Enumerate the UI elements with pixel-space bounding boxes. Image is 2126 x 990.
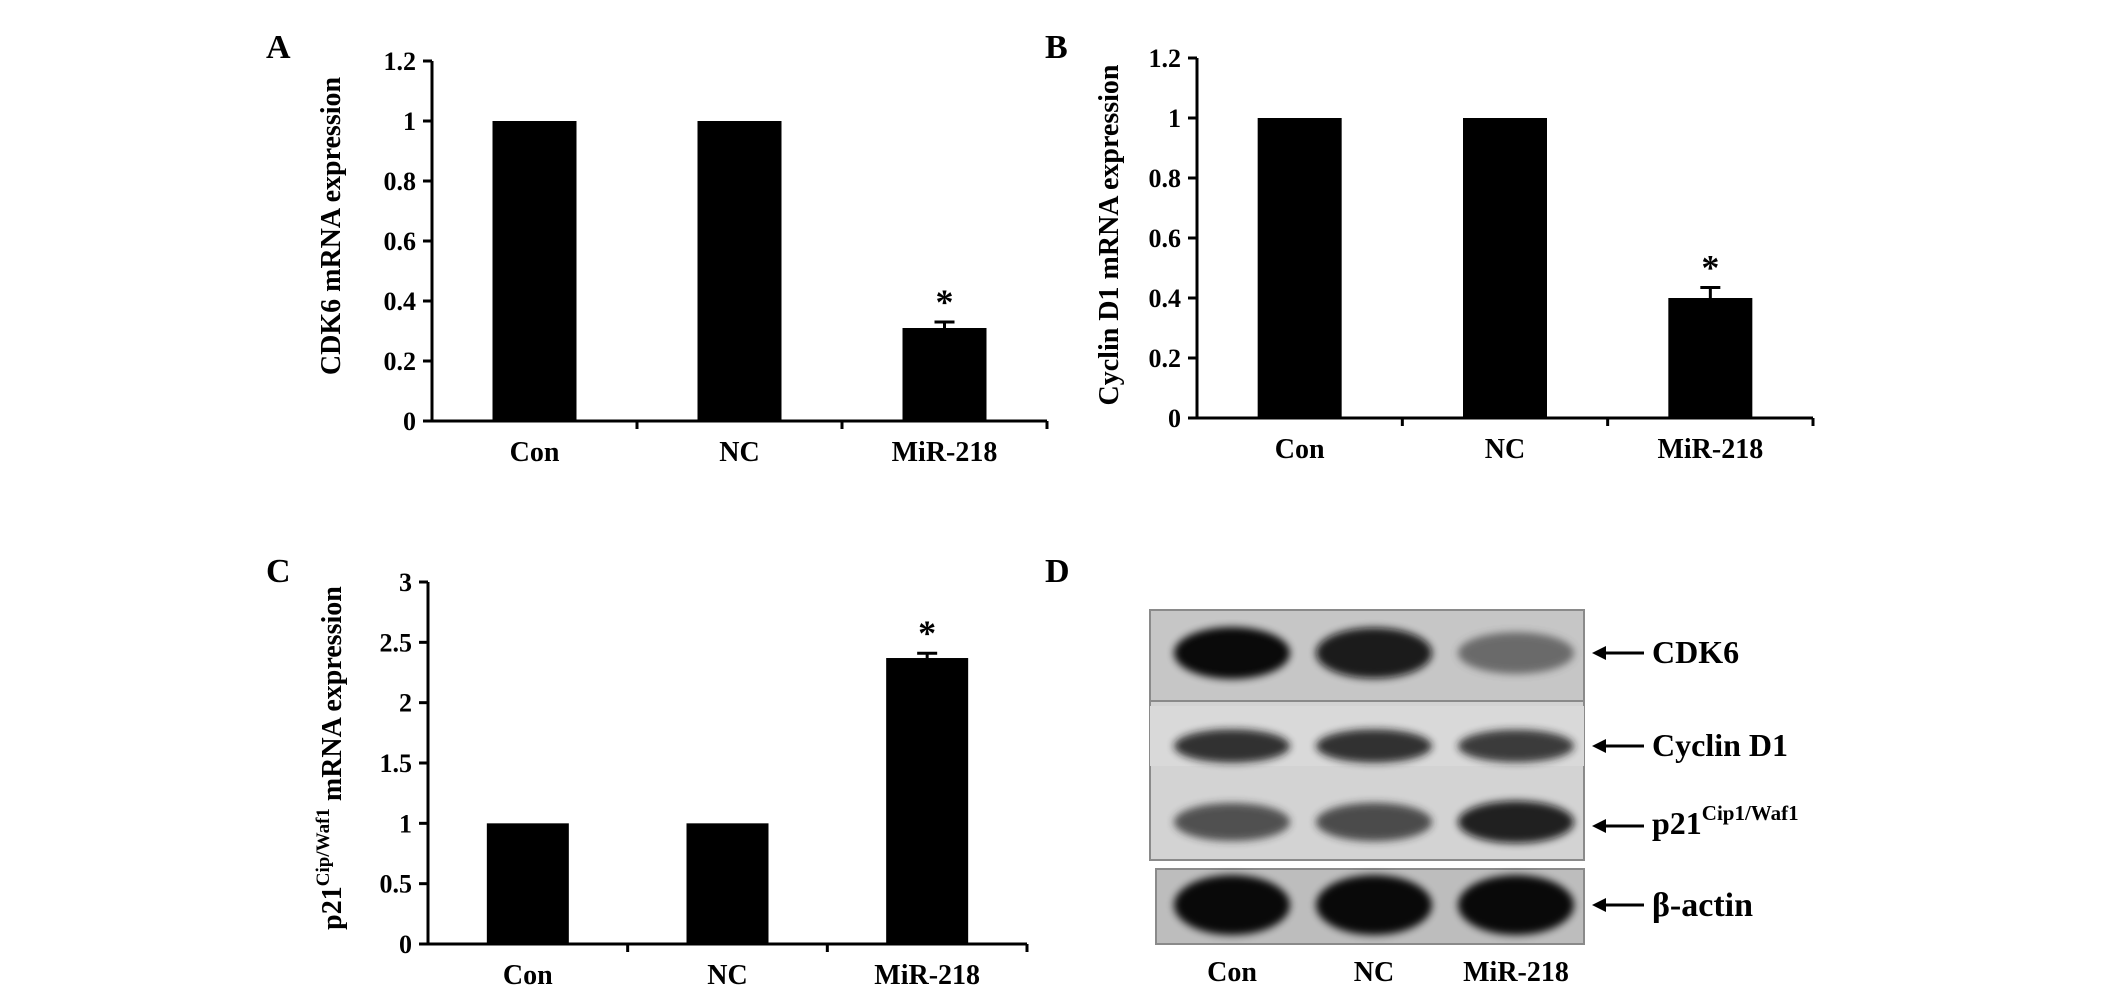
chart-b-bar	[1463, 118, 1547, 418]
chart-c-ylabel: p21Cip/Waf1 mRNA expression	[313, 586, 348, 930]
band-label-p21-main: p21	[1652, 805, 1702, 841]
chart-c-bar	[486, 823, 569, 944]
blot-band	[1174, 729, 1290, 763]
band-label-p21-text: p21Cip1/Waf1	[1652, 801, 1799, 841]
chart-c-significance-mark: *	[918, 613, 936, 653]
chart-c-ylabel-main: p21	[317, 886, 348, 930]
chart-c-bar	[886, 658, 969, 944]
panel-label-d: D	[1045, 553, 1070, 590]
chart-c-ytick-label: 0	[399, 930, 412, 959]
chart-c-ylabel-sup: Cip/Waf1	[313, 808, 334, 886]
chart-b-ytick-label: 1	[1168, 104, 1181, 133]
blot-band	[1458, 632, 1574, 674]
chart-b-ytick-label: 0.2	[1149, 344, 1182, 373]
chart-c-ytick-label: 3	[399, 568, 412, 597]
chart-a-bar	[492, 121, 577, 421]
blot-band	[1458, 729, 1574, 763]
chart-a-bar	[697, 121, 782, 421]
band-label-p21-sup: Cip1/Waf1	[1702, 801, 1799, 825]
chart-c-ytick-label: 2	[399, 689, 412, 718]
chart-a-ytick-label: 1	[403, 107, 416, 136]
band-label-p21: p21Cip1/Waf1	[1592, 801, 1799, 841]
chart-c-category-label: Con	[503, 960, 553, 990]
chart-b-category-label: Con	[1275, 434, 1325, 465]
chart-a-category-label: MiR-218	[892, 437, 998, 468]
chart-b-ytick-label: 0	[1168, 404, 1181, 433]
chart-a-ytick-label: 1.2	[384, 47, 417, 76]
chart-b-category-label: NC	[1485, 434, 1525, 465]
panel-label-c: C	[266, 553, 291, 590]
chart-c-bar	[686, 823, 769, 944]
chart-b-ytick-label: 1.2	[1149, 44, 1182, 73]
chart-b-ytick-label: 0.8	[1149, 164, 1182, 193]
band-label-cdk6-text: CDK6	[1652, 634, 1739, 670]
chart-a: CDK6 mRNA expression 0 0.2 0.4 0.6 0.8 1 1.2 Co…	[316, 47, 1049, 468]
chart-b: Cyclin D1 mRNA expression 0 0.2 0.4 0.6 0.8 1…	[1094, 44, 1815, 465]
band-label-cdk6: CDK6	[1592, 634, 1739, 670]
chart-b-bar	[1257, 118, 1342, 418]
lane-label-nc: NC	[1354, 957, 1394, 988]
blot-band	[1316, 627, 1432, 679]
band-label-cyclin-d1: Cyclin D1	[1592, 727, 1788, 763]
blot-band	[1458, 875, 1574, 935]
blot-band	[1174, 627, 1290, 679]
blot-band	[1458, 800, 1574, 844]
chart-a-ylabel: CDK6 mRNA expression	[316, 76, 347, 375]
chart-c-ytick-label: 2.5	[380, 628, 413, 657]
blot-band	[1174, 875, 1290, 935]
chart-a-ytick-label: 0.6	[384, 227, 417, 256]
blot-band	[1174, 802, 1290, 842]
chart-c-category-label: MiR-218	[874, 960, 980, 990]
chart-c-ytick-label: 1.5	[380, 749, 413, 778]
chart-b-ylabel: Cyclin D1 mRNA expression	[1094, 64, 1125, 405]
chart-a-ytick-label: 0.8	[384, 167, 417, 196]
chart-c-ytick-label: 1	[399, 809, 412, 838]
chart-a-significance-mark: *	[936, 282, 954, 322]
band-label-cyclin-d1-text: Cyclin D1	[1652, 727, 1788, 763]
blot-band	[1316, 729, 1432, 763]
chart-a-ytick-label: 0.2	[384, 347, 417, 376]
arrow-left-icon	[1592, 819, 1606, 833]
chart-b-ytick-label: 0.4	[1149, 284, 1182, 313]
lane-label-con: Con	[1207, 957, 1257, 988]
chart-a-ytick-label: 0	[403, 407, 416, 436]
chart-b-category-label: MiR-218	[1657, 434, 1763, 465]
panel-label-a: A	[266, 29, 291, 66]
chart-b-significance-mark: *	[1701, 248, 1719, 288]
chart-c: p21Cip/Waf1 mRNA expression 0 0.5 1 1.5 2 2.5…	[313, 568, 1029, 990]
band-label-beta-actin: β-actin	[1592, 887, 1753, 924]
blot-band	[1316, 802, 1432, 842]
chart-c-ylabel-rest: mRNA expression	[317, 586, 348, 808]
arrow-left-icon	[1592, 739, 1606, 753]
band-label-beta-actin-text: β-actin	[1652, 887, 1753, 924]
arrow-left-icon	[1592, 646, 1606, 660]
chart-a-category-label: NC	[719, 437, 759, 468]
chart-a-category-label: Con	[510, 437, 560, 468]
western-blot: CDK6 Cyclin D1 p21Cip1/Waf1 β-actin Con …	[1149, 609, 1799, 988]
chart-a-bar	[902, 328, 987, 421]
chart-b-ytick-label: 0.6	[1149, 224, 1182, 253]
arrow-left-icon	[1592, 898, 1606, 912]
chart-a-ytick-label: 0.4	[384, 287, 417, 316]
chart-c-ytick-label: 0.5	[380, 870, 413, 899]
chart-b-bar	[1668, 298, 1753, 418]
chart-c-category-label: NC	[707, 960, 747, 990]
blot-bands	[1174, 627, 1574, 935]
blot-band	[1316, 875, 1432, 935]
lane-label-mir-218: MiR-218	[1463, 957, 1569, 988]
panel-label-b: B	[1045, 29, 1068, 66]
